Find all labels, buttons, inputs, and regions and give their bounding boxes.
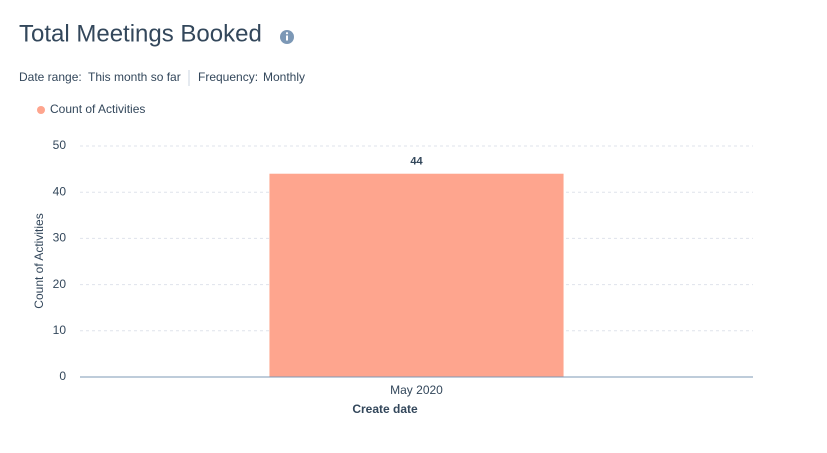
y-tick-label: 20 — [53, 277, 67, 291]
filter-value: Monthly — [263, 70, 305, 84]
bar — [269, 173, 564, 377]
filter-label: Date range: — [19, 70, 82, 84]
value-label: 44 — [410, 156, 423, 168]
y-axis-label: Count of Activities — [32, 213, 46, 308]
y-tick-label: 0 — [59, 369, 66, 383]
y-tick-label: 50 — [53, 138, 67, 152]
chart-title: Total Meetings Booked — [19, 20, 262, 47]
x-axis-label: Create date — [352, 402, 418, 416]
legend-label: Count of Activities — [50, 102, 145, 116]
filter-label: Frequency: — [198, 70, 258, 84]
y-tick-label: 40 — [53, 184, 67, 198]
y-tick-label: 30 — [53, 231, 67, 245]
info-icon[interactable] — [280, 30, 294, 44]
filter-value: This month so far — [88, 70, 181, 84]
y-tick-label: 10 — [53, 323, 67, 337]
legend-marker — [37, 106, 45, 114]
x-tick-label: May 2020 — [390, 383, 443, 397]
